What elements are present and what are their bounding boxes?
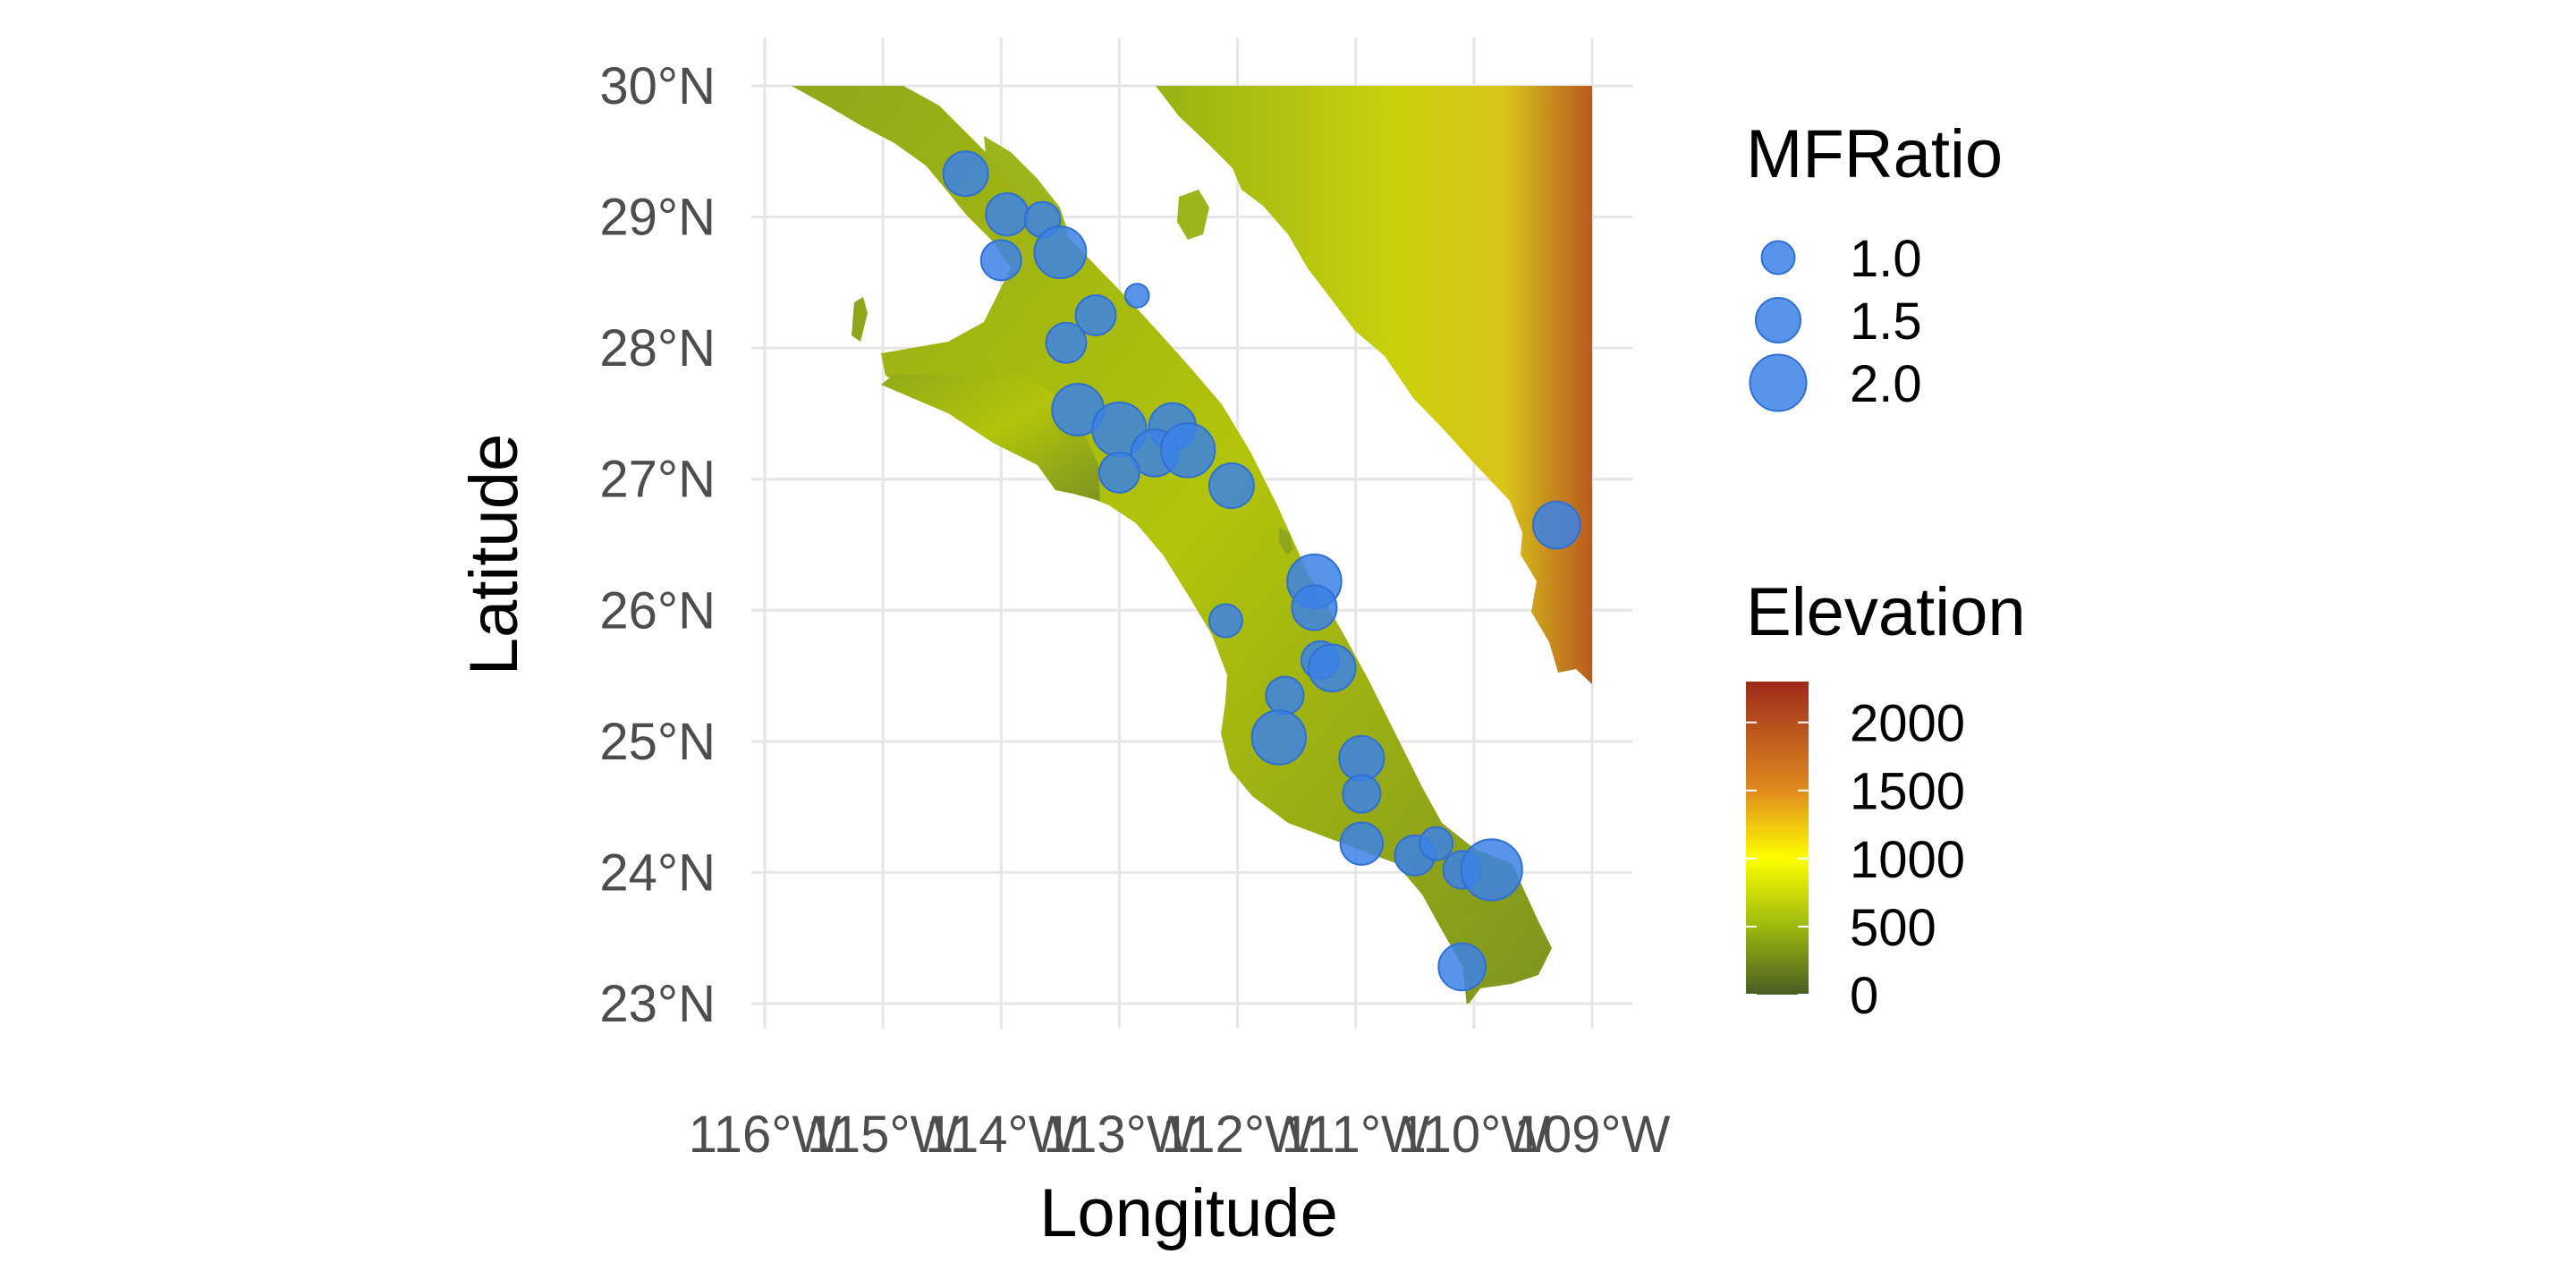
- x-tick-label: 109°W: [1514, 1106, 1671, 1164]
- y-tick-label: 29°N: [599, 189, 716, 247]
- elevation-colorbar: [1746, 682, 1809, 995]
- data-point: [1098, 451, 1140, 494]
- size-legend-label: 1.5: [1850, 292, 1922, 351]
- data-point: [1419, 826, 1454, 861]
- y-tick-label: 23°N: [599, 975, 716, 1033]
- y-tick-label: 27°N: [599, 451, 716, 509]
- colorbar-label: 0: [1850, 967, 1878, 1025]
- vizcaino-peninsula: [881, 367, 1100, 501]
- x-tick-label: 112°W: [1161, 1106, 1314, 1164]
- y-tick-label: 25°N: [599, 713, 716, 771]
- data-point: [1074, 294, 1117, 336]
- size-legend-label: 2.0: [1850, 355, 1922, 413]
- y-tick-labels: 23°N 24°N 25°N 26°N 27°N 28°N 29°N 30°N: [599, 57, 716, 1033]
- colorbar-label: 1500: [1850, 763, 1965, 821]
- color-legend-title: Elevation: [1746, 574, 2026, 650]
- colorbar-labels: 2000 1500 1000 500 0: [1746, 695, 1965, 1025]
- x-tick-label: 116°W: [689, 1106, 842, 1164]
- isla-cedros: [852, 297, 868, 342]
- mainland-mexico: [1156, 86, 1592, 684]
- x-tick-label: 113°W: [1043, 1106, 1196, 1164]
- size-legend-keys: 1.01.52.0: [1749, 230, 1922, 413]
- mfratio-points: [942, 150, 1581, 992]
- isla-tiburon: [1177, 190, 1209, 240]
- size-legend-label: 1.0: [1850, 230, 1922, 288]
- data-point: [1532, 500, 1581, 550]
- size-legend: MFRatio 1.01.52.0: [1746, 116, 2003, 413]
- y-tick-label: 28°N: [599, 319, 716, 377]
- x-tick-label: 115°W: [807, 1106, 960, 1164]
- data-point: [1123, 283, 1150, 309]
- data-point: [1307, 643, 1357, 693]
- data-point: [1045, 321, 1088, 364]
- x-tick-label: 114°W: [925, 1106, 1078, 1164]
- data-point: [1342, 774, 1382, 814]
- y-axis-title: Latitude: [456, 434, 532, 675]
- data-point: [979, 239, 1022, 282]
- colorbar-label: 500: [1850, 899, 1936, 957]
- data-point: [1339, 821, 1385, 866]
- data-point: [1265, 675, 1305, 716]
- x-tick-label: 110°W: [1398, 1106, 1551, 1164]
- data-point: [1208, 603, 1243, 639]
- data-point: [1208, 462, 1255, 510]
- size-legend-key: [1749, 353, 1808, 412]
- y-tick-label: 24°N: [599, 843, 716, 902]
- data-point: [942, 150, 989, 198]
- data-point: [1033, 225, 1088, 280]
- data-point: [1460, 838, 1523, 902]
- isla-del-carmen: [1279, 528, 1293, 555]
- colorbar-label: 1000: [1850, 831, 1965, 889]
- data-point: [1250, 709, 1308, 766]
- data-point: [1159, 422, 1216, 479]
- x-tick-label: 111°W: [1282, 1106, 1430, 1164]
- y-tick-label: 26°N: [599, 581, 716, 640]
- y-tick-label: 30°N: [599, 57, 716, 115]
- size-legend-title: MFRatio: [1746, 116, 2003, 192]
- colorbar-label: 2000: [1850, 695, 1965, 753]
- data-point: [985, 191, 1030, 237]
- color-legend: Elevation 2000 1500 1000 500 0: [1746, 574, 2026, 1025]
- size-legend-key: [1760, 240, 1796, 275]
- x-axis-title: Longitude: [1039, 1175, 1338, 1251]
- size-legend-key: [1755, 297, 1801, 343]
- data-point: [1437, 942, 1487, 992]
- data-point: [1291, 584, 1338, 631]
